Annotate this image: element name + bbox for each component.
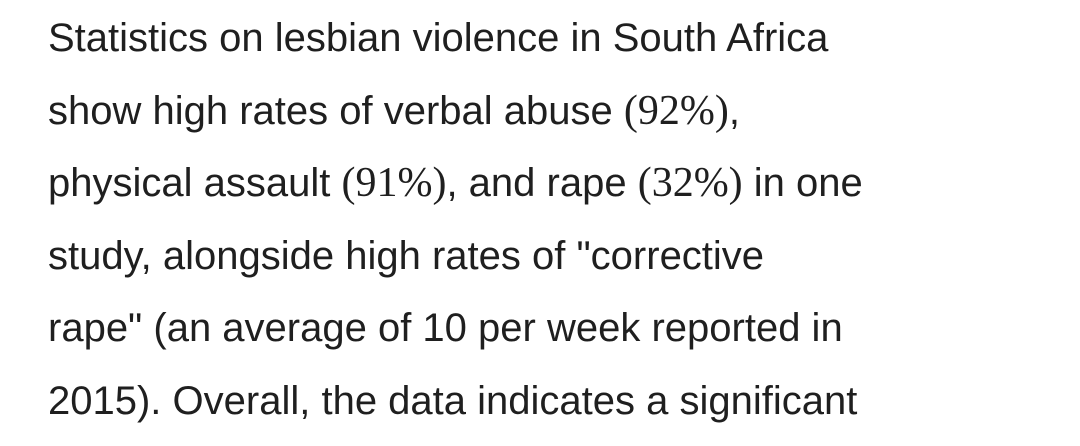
math-segment: (32%) xyxy=(637,160,743,206)
text-segment: in one xyxy=(742,161,863,205)
math-segment: (92%) xyxy=(623,87,729,134)
text-segment: study, alongside high rates of "correcti… xyxy=(48,233,765,278)
text-segment: physical assault xyxy=(48,161,342,205)
text-segment: , and rape xyxy=(446,161,638,205)
text-segment: Statistics on lesbian violence in South … xyxy=(48,16,829,60)
math-segment: (91%) xyxy=(341,160,447,206)
paragraph: Statistics on lesbian violence in South … xyxy=(48,2,1068,437)
text-line: 2015). Overall, the data indicates a sig… xyxy=(48,365,1068,438)
text-line: study, alongside high rates of "correcti… xyxy=(48,220,1068,293)
text-line: Statistics on lesbian violence in South … xyxy=(48,2,1068,75)
text-line: rape" (an average of 10 per week reporte… xyxy=(48,292,1068,365)
text-segment: show high rates of verbal abuse xyxy=(48,88,624,133)
text-segment: 2015). Overall, the data indicates a sig… xyxy=(48,378,858,423)
text-line: show high rates of verbal abuse (92%), xyxy=(48,75,1068,148)
text-line: physical assault (91%), and rape (32%) i… xyxy=(48,147,1068,220)
text-segment: , xyxy=(728,88,740,133)
text-segment: rape" (an average of 10 per week reporte… xyxy=(48,306,843,350)
